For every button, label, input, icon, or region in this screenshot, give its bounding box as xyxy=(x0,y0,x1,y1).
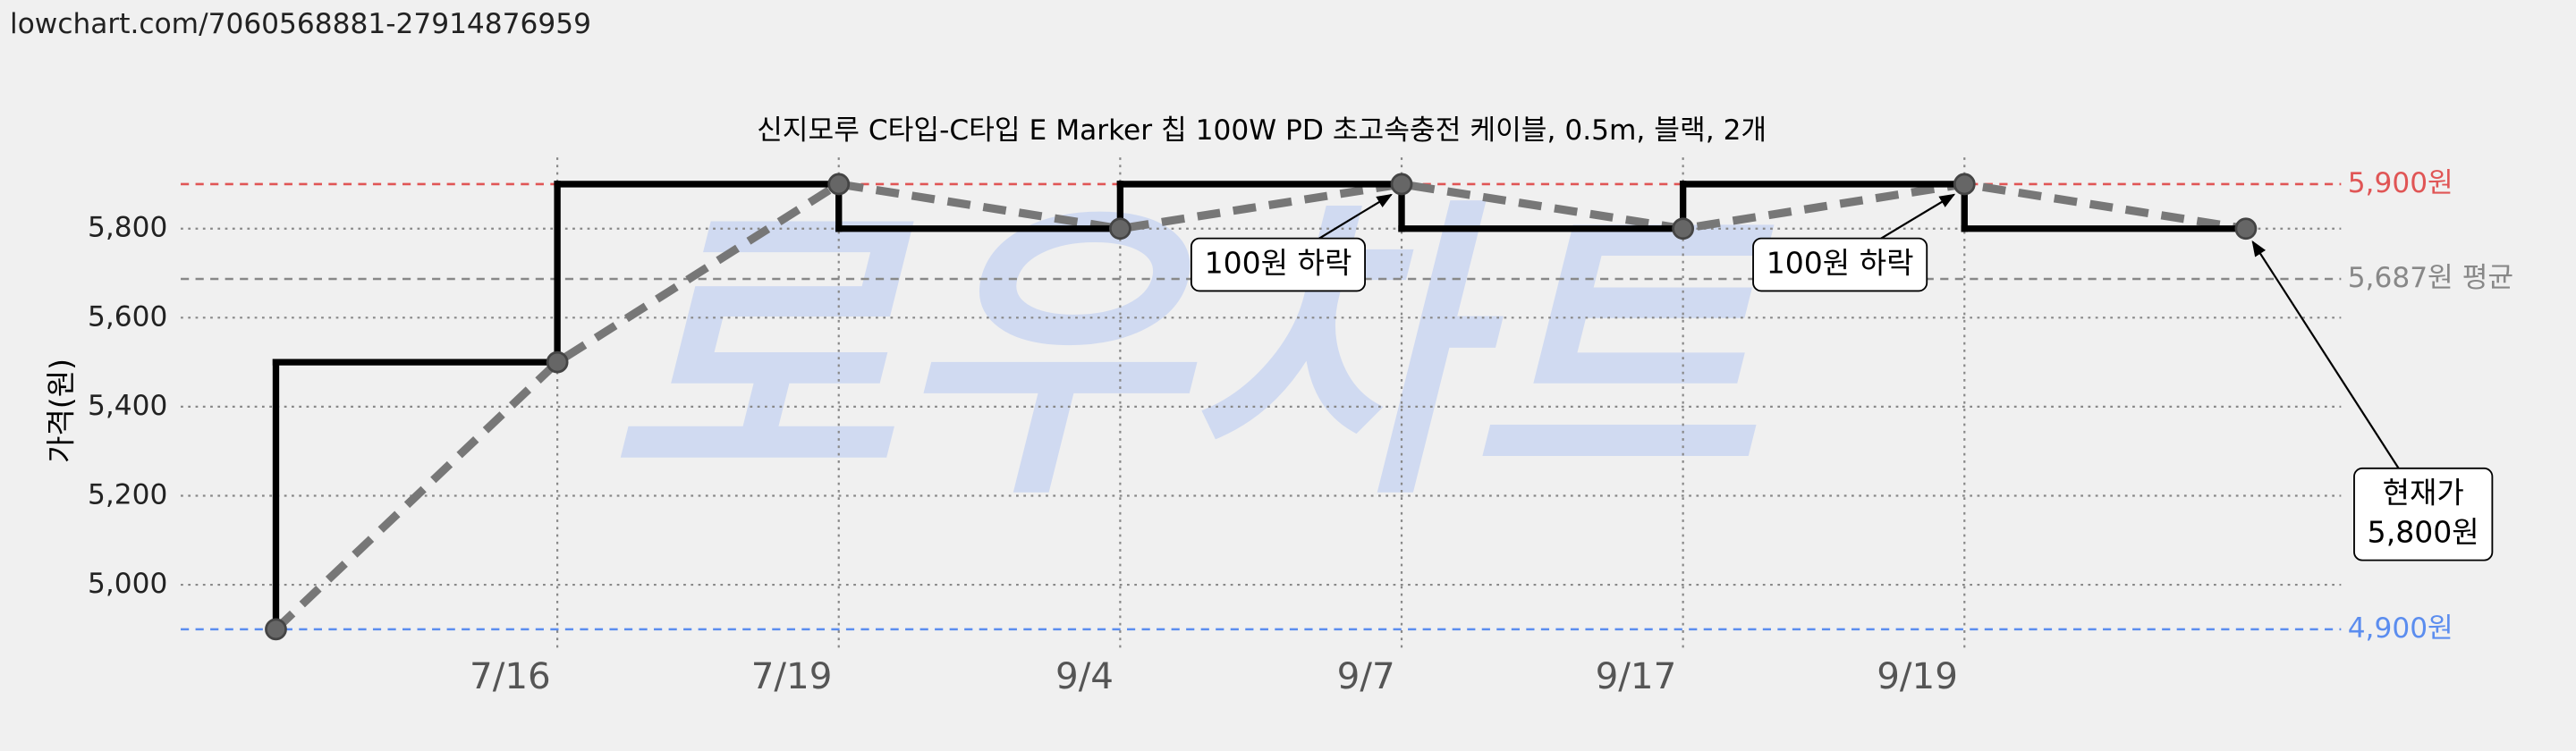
annotation-text: 100원 하락 xyxy=(1205,246,1352,281)
annotation-box xyxy=(1752,237,1928,292)
annotation-box xyxy=(2353,467,2494,561)
x-tick-label: 9/4 xyxy=(1055,654,1114,697)
price-point xyxy=(1672,217,1695,240)
y-tick-label: 5,800 xyxy=(88,212,167,244)
annotation-box xyxy=(1190,237,1366,292)
annotation-text: 5,800원 xyxy=(2368,515,2479,550)
price-point xyxy=(546,350,569,374)
y-tick-label: 5,600 xyxy=(88,300,167,333)
chart-title: 신지모루 C타입-C타입 E Marker 칩 100W PD 초고속충전 케이… xyxy=(757,114,1767,147)
annotation-text: 현재가 xyxy=(2383,476,2464,511)
watermark: 로우차트 xyxy=(608,174,1777,537)
annotation-text: 100원 하락 xyxy=(1767,246,1914,281)
trend-line xyxy=(273,180,2247,633)
reference-label: 4,900원 xyxy=(2348,612,2453,645)
x-tick-label: 9/19 xyxy=(1877,654,1958,697)
annotation-arrow xyxy=(1318,193,1393,240)
price-point xyxy=(265,618,287,641)
annotation: 100원 하락 xyxy=(1752,193,1956,292)
reference-label: 5,687원 평균 xyxy=(2348,262,2513,294)
price-point xyxy=(2234,217,2258,240)
annotation: 현재가 5,800원 xyxy=(2251,240,2494,561)
price-point xyxy=(1390,173,1413,196)
annotation: 100원 하락 xyxy=(1190,193,1393,292)
x-tick-label: 9/17 xyxy=(1596,654,1677,697)
price-point xyxy=(1108,217,1131,240)
x-tick-label: 7/16 xyxy=(470,654,551,697)
price-point xyxy=(827,173,851,196)
y-tick-label: 5,400 xyxy=(88,390,167,422)
y-axis-label: 가격(원) xyxy=(43,359,78,463)
annotation-arrow xyxy=(1880,193,1956,240)
y-tick-label: 5,000 xyxy=(88,568,167,600)
annotation-arrow xyxy=(2251,240,2400,469)
x-tick-label: 7/19 xyxy=(751,654,833,697)
price-point xyxy=(1953,173,1976,196)
y-tick-label: 5,200 xyxy=(88,478,167,511)
reference-label: 5,900원 xyxy=(2348,167,2453,199)
url: lowchart.com/7060568881-27914876959 xyxy=(10,8,591,40)
x-tick-label: 9/7 xyxy=(1337,654,1395,697)
